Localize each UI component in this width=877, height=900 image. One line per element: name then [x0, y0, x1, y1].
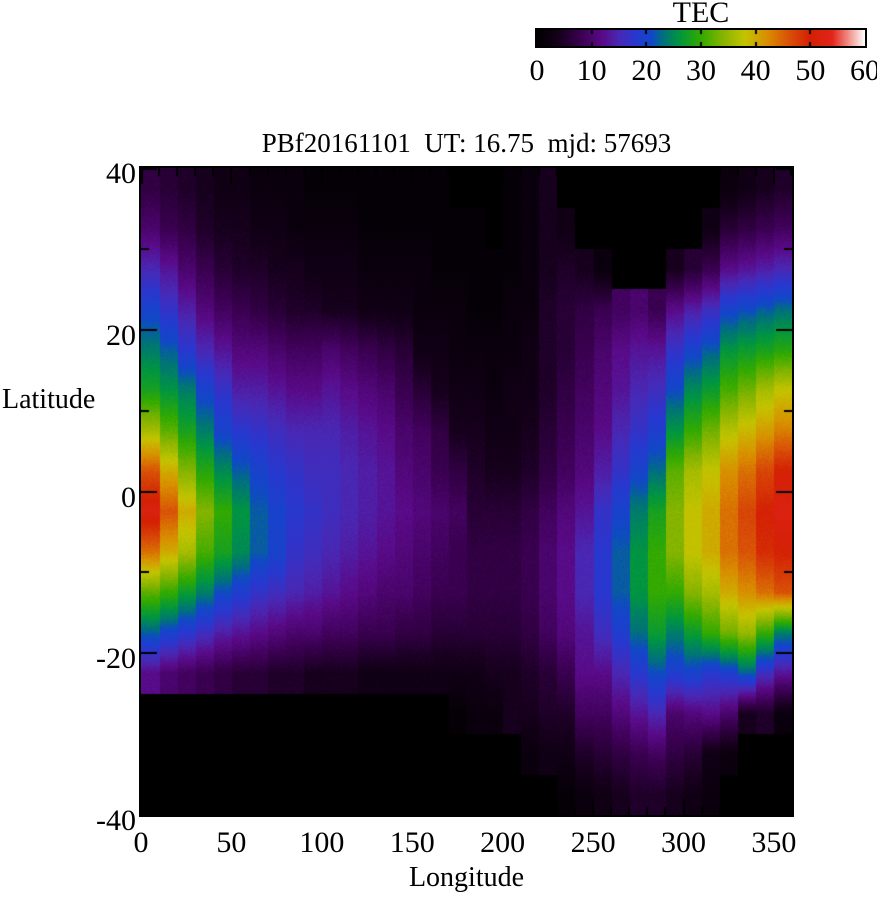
- x-axis-tick-label: 50: [216, 826, 247, 859]
- colorbar-title: TEC: [672, 0, 730, 29]
- colorbar-tick-label: 20: [631, 54, 662, 87]
- colorbar-tick-label: 10: [576, 54, 607, 87]
- y-axis-tick-label: 0: [121, 480, 136, 514]
- x-axis-title: Longitude: [408, 862, 525, 893]
- x-axis-tick-label: 350: [751, 826, 797, 859]
- heatmap-canvas: [141, 168, 792, 815]
- y-axis-tick-label: -40: [96, 804, 136, 837]
- y-axis-title: Latitude: [2, 384, 96, 415]
- y-axis-tick-label: 20: [106, 318, 136, 352]
- y-axis-tick-label: 40: [106, 157, 136, 190]
- x-axis-tick-label: 150: [389, 826, 435, 859]
- x-axis-tick-label: 100: [299, 826, 345, 859]
- plot-area: [139, 166, 794, 817]
- colorbar-tick-label: 0: [529, 54, 545, 87]
- plot-title: PBf20161101 UT: 16.75 mjd: 57693: [261, 128, 672, 158]
- x-axis-tick-label: 250: [570, 826, 616, 859]
- x-axis-tick-label: 0: [133, 826, 149, 859]
- colorbar: [535, 28, 867, 48]
- y-axis-tick-labels: 40 20 0 -20 -40: [0, 0, 136, 900]
- colorbar-tick-label: 60: [850, 54, 877, 87]
- y-axis-tick-label: -20: [96, 642, 136, 676]
- x-axis-tick-label: 200: [480, 826, 526, 859]
- colorbar-tick-label: 50: [795, 54, 826, 87]
- colorbar-tick-label: 30: [686, 54, 716, 87]
- colorbar-tick-label: 40: [740, 54, 771, 87]
- colorbar-tick-labels: 0 10 20 30 40 50 60: [0, 54, 877, 88]
- x-axis-tick-label: 300: [661, 826, 706, 859]
- colorbar-gradient-canvas: [537, 30, 865, 46]
- x-axis-tick-labels: 0 50 100 150 200 250 300 350: [0, 826, 877, 862]
